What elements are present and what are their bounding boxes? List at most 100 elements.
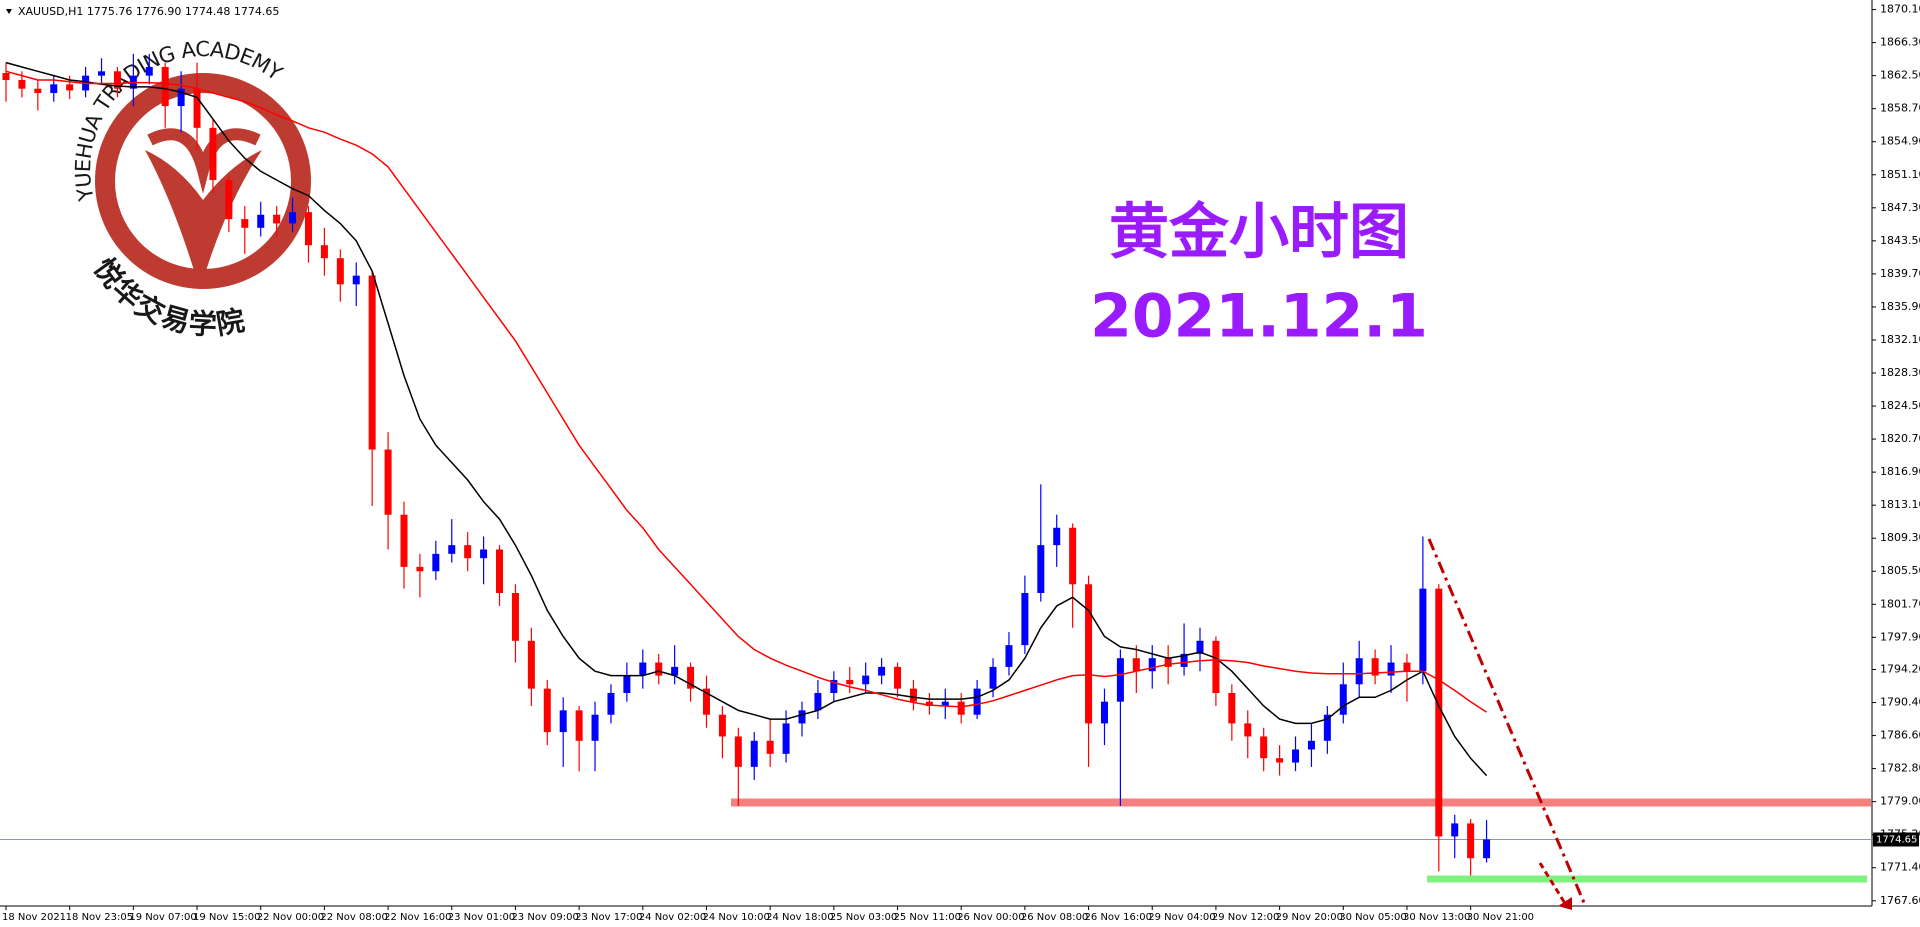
y-tick-label: 1809.30 <box>1880 531 1920 544</box>
y-tick-label: 1816.90 <box>1880 465 1920 478</box>
x-tick-label: 25 Nov 11:00 <box>894 912 961 923</box>
chart-title: 黄金小时图 <box>1109 198 1409 268</box>
candle-body <box>527 640 535 689</box>
candle-body <box>623 675 631 693</box>
logo-shape <box>145 150 262 290</box>
x-tick-label: 24 Nov 18:00 <box>766 912 833 923</box>
candle-body <box>448 545 456 554</box>
candle-body <box>671 666 679 676</box>
candle-body <box>257 214 265 228</box>
chart-header: XAUUSD,H1 1775.76 1776.90 1774.48 1774.6… <box>18 5 279 18</box>
candle-body <box>1037 545 1045 593</box>
candle-body <box>1419 588 1427 672</box>
candle-body <box>34 88 42 94</box>
y-tick-label: 1820.70 <box>1880 432 1920 445</box>
candle-body <box>241 219 249 228</box>
candle-body <box>193 88 201 128</box>
candle-body <box>878 666 886 676</box>
y-tick-label: 1779.00 <box>1880 795 1920 808</box>
candle-body <box>464 545 472 559</box>
candle-body <box>273 214 281 224</box>
candle-body <box>1483 839 1491 859</box>
candle-body <box>209 127 217 180</box>
candle-body <box>416 566 424 572</box>
x-tick-label: 24 Nov 10:00 <box>702 912 769 923</box>
candle-body <box>830 679 838 693</box>
x-tick-label: 24 Nov 02:00 <box>639 912 706 923</box>
candle-body <box>559 710 567 733</box>
candle-body <box>862 675 870 685</box>
arrow-head <box>1558 897 1572 910</box>
y-tick-label: 1866.30 <box>1880 36 1920 49</box>
candle-body <box>18 79 26 89</box>
candle-body <box>1100 701 1108 724</box>
candle-body <box>782 723 790 754</box>
candle-body <box>1371 658 1379 676</box>
candle-body <box>511 592 519 641</box>
candle-body <box>1323 714 1331 741</box>
candle-body <box>1196 640 1204 654</box>
y-tick-label: 1794.20 <box>1880 663 1920 676</box>
y-tick-label: 1858.70 <box>1880 102 1920 115</box>
candle-body <box>607 692 615 715</box>
candle-body <box>1148 658 1156 672</box>
candle-body <box>304 212 312 246</box>
x-tick-label: 23 Nov 09:00 <box>511 912 578 923</box>
candle-body <box>1260 736 1268 759</box>
moving-average <box>5 61 1488 777</box>
x-tick-label: 26 Nov 16:00 <box>1085 912 1152 923</box>
x-tick-label: 29 Nov 04:00 <box>1148 912 1215 923</box>
candle-body <box>1451 823 1459 837</box>
candle-body <box>1403 662 1411 672</box>
candle-body <box>1116 658 1124 702</box>
candle-body <box>1355 658 1363 685</box>
chart-subtitle: 2021.12.1 <box>1090 282 1428 352</box>
x-tick-label: 18 Nov 23:05 <box>66 912 133 923</box>
candle-body <box>225 179 233 220</box>
y-tick-label: 1835.90 <box>1880 300 1920 313</box>
candle-body <box>687 666 695 689</box>
candle-body <box>1053 527 1061 546</box>
candle-body <box>1021 592 1029 646</box>
candle-body <box>368 275 376 450</box>
logo-shape <box>147 128 261 194</box>
candle-body <box>1387 662 1395 676</box>
candle-body <box>50 84 58 94</box>
x-tick-label: 25 Nov 03:00 <box>830 912 897 923</box>
y-tick-label: 1801.70 <box>1880 597 1920 610</box>
trend-arrow <box>1538 862 1568 906</box>
candle-body <box>1132 658 1140 672</box>
y-tick-label: 1797.90 <box>1880 630 1920 643</box>
x-tick-label: 18 Nov 2021 <box>2 912 66 923</box>
x-tick-label: 26 Nov 00:00 <box>957 912 1024 923</box>
trend-arrows <box>1427 538 1587 910</box>
candle-body <box>973 688 981 715</box>
candle-body <box>543 688 551 733</box>
y-tick-label: 1824.50 <box>1880 399 1920 412</box>
y-tick-label: 1782.80 <box>1880 762 1920 775</box>
candle-body <box>718 714 726 737</box>
candle-body <box>1180 653 1188 667</box>
candle-body <box>814 692 822 711</box>
candle-body <box>1244 723 1252 737</box>
y-tick-label: 1851.10 <box>1880 168 1920 181</box>
candle-body <box>1228 692 1236 724</box>
candle-body <box>1069 527 1077 585</box>
candle-body <box>909 688 917 702</box>
y-tick-label: 1854.90 <box>1880 135 1920 148</box>
candle-body <box>1339 684 1347 715</box>
candle-body <box>1276 758 1284 763</box>
x-tick-label: 29 Nov 20:00 <box>1276 912 1343 923</box>
y-tick-label: 1847.30 <box>1880 201 1920 214</box>
candle-body <box>400 514 408 567</box>
candle-body <box>575 710 583 741</box>
x-tick-label: 29 Nov 12:00 <box>1212 912 1279 923</box>
candle-body <box>1085 584 1093 724</box>
candle-body <box>480 549 488 559</box>
y-tick-label: 1832.10 <box>1880 333 1920 346</box>
x-tick-label: 26 Nov 08:00 <box>1021 912 1088 923</box>
current-price-tag <box>1873 832 1919 847</box>
x-tick-label: 30 Nov 13:00 <box>1403 912 1470 923</box>
candle-body <box>1005 645 1013 667</box>
candle-body <box>289 212 297 224</box>
